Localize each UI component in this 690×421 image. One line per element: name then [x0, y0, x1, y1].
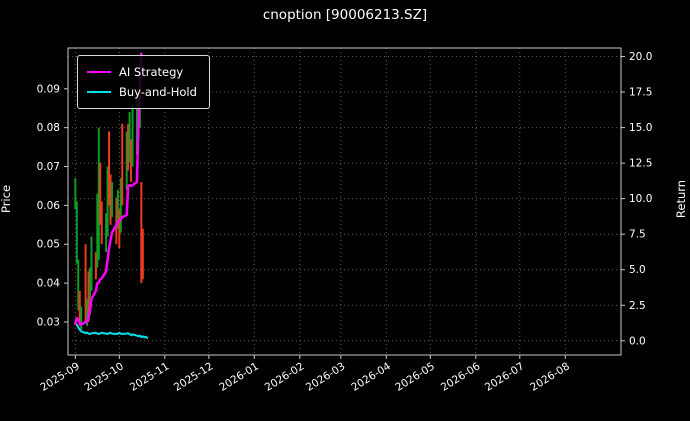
- date-tick-label: 2026-03: [304, 360, 348, 393]
- price-tick-label: 0.07: [37, 161, 60, 173]
- strategy-line-swatch: [87, 71, 111, 73]
- right-axis-label: Return: [673, 179, 688, 219]
- date-tick-label: 2025-10: [82, 360, 126, 393]
- return-tick-label: 20.0: [629, 51, 652, 63]
- price-tick-label: 0.05: [37, 239, 60, 251]
- buy-and-hold-line: [74, 321, 149, 339]
- buyhold-line-swatch: [87, 91, 111, 93]
- date-tick-label: 2026-02: [263, 360, 307, 393]
- date-tick-label: 2026-08: [528, 360, 572, 393]
- return-tick-label: 17.5: [629, 87, 652, 99]
- chart-title: cnoption [90006213.SZ]: [262, 7, 428, 23]
- price-tick-label: 0.09: [37, 83, 60, 95]
- date-tick-label: 2026-06: [439, 360, 483, 394]
- legend: AI Strategy Buy-and-Hold: [77, 55, 210, 109]
- date-tick-label: 2025-09: [38, 360, 82, 393]
- date-tick-label: 2026-04: [349, 360, 393, 394]
- return-tick-label: 7.5: [629, 229, 646, 241]
- date-tick-label: 2026-05: [393, 360, 437, 393]
- date-tick-label: 2026-07: [483, 360, 527, 393]
- price-tick-label: 0.03: [37, 316, 60, 328]
- price-tick-label: 0.08: [37, 122, 60, 134]
- left-axis-label: Price: [0, 184, 14, 214]
- return-tick-label: 2.5: [629, 300, 646, 312]
- legend-item-strategy: AI Strategy: [87, 62, 197, 82]
- price-tick-label: 0.04: [37, 278, 61, 290]
- date-tick-label: 2025-11: [128, 360, 172, 393]
- return-tick-label: 5.0: [629, 264, 646, 276]
- date-tick-label: 2025-12: [172, 360, 216, 393]
- legend-label-strategy: AI Strategy: [119, 65, 184, 79]
- legend-item-buyhold: Buy-and-Hold: [87, 82, 197, 102]
- return-tick-label: 10.0: [629, 193, 652, 205]
- return-tick-label: 12.5: [629, 158, 652, 170]
- legend-label-buyhold: Buy-and-Hold: [119, 85, 197, 99]
- price-tick-label: 0.06: [37, 200, 61, 212]
- date-tick-label: 2026-01: [217, 360, 261, 393]
- plot-border: [67, 47, 622, 356]
- return-tick-label: 0.0: [629, 335, 646, 347]
- ai-strategy-line: [74, 52, 143, 326]
- return-tick-label: 15.0: [629, 122, 652, 134]
